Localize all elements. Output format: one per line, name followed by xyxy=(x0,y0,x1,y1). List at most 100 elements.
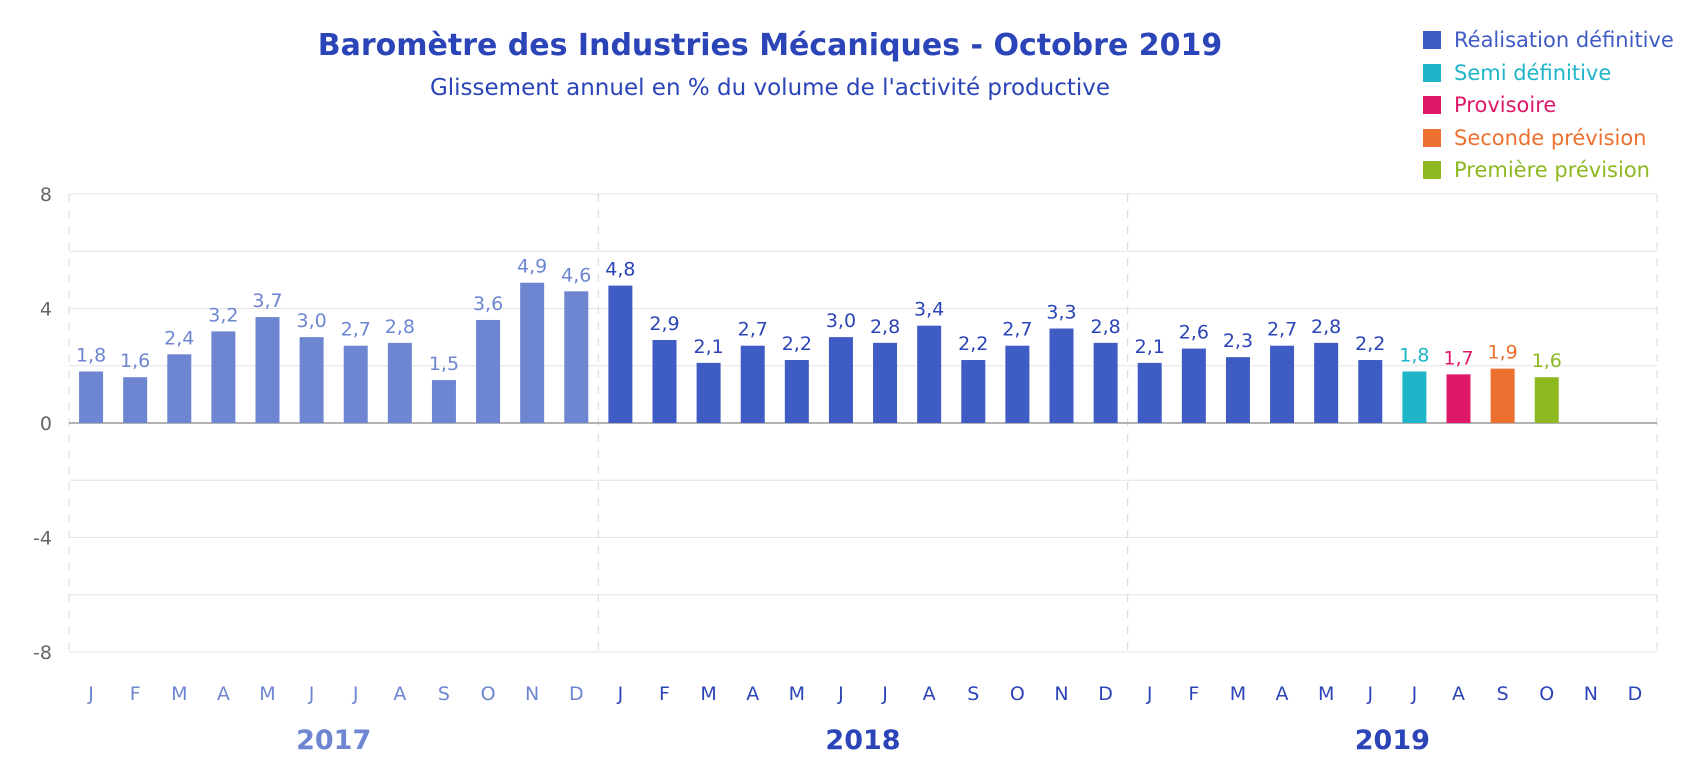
legend-label: Réalisation définitive xyxy=(1454,28,1674,53)
x-tick-label: A xyxy=(923,683,936,705)
bar-value-label: 3,4 xyxy=(914,299,944,321)
bar xyxy=(608,285,633,423)
x-tick-label: M xyxy=(789,683,805,705)
x-tick-label: S xyxy=(1497,683,1509,705)
x-tick-label: A xyxy=(393,683,406,705)
bar-value-label: 2,7 xyxy=(341,319,371,341)
legend-item-semi-definitive: Semi définitive xyxy=(1423,57,1674,90)
bar xyxy=(1225,357,1250,423)
bar-value-label: 2,8 xyxy=(1091,316,1121,338)
x-tick-label: S xyxy=(967,683,979,705)
x-tick-label: J xyxy=(1411,683,1418,705)
bar-value-label: 1,9 xyxy=(1488,342,1518,364)
bar-value-label: 3,0 xyxy=(297,310,327,332)
bar xyxy=(387,342,412,423)
bar-value-label: 3,2 xyxy=(208,304,238,326)
x-tick-label: O xyxy=(1539,683,1554,705)
bar-value-label: 2,7 xyxy=(1002,319,1032,341)
x-tick-label: M xyxy=(1230,683,1246,705)
legend-swatch xyxy=(1423,128,1441,147)
bar xyxy=(1137,362,1162,423)
bar xyxy=(431,380,456,423)
x-tick-label: A xyxy=(1276,683,1289,705)
legend-swatch xyxy=(1423,161,1441,180)
year-label: 2018 xyxy=(825,725,900,756)
bar xyxy=(123,377,148,423)
x-tick-label: N xyxy=(1054,683,1068,705)
legend-swatch xyxy=(1423,96,1441,115)
x-tick-label: N xyxy=(525,683,539,705)
bar xyxy=(1093,342,1118,423)
x-tick-label: J xyxy=(1366,683,1373,705)
x-tick-label: D xyxy=(1628,683,1643,705)
x-tick-label: S xyxy=(438,683,450,705)
bar-value-label: 2,8 xyxy=(870,316,900,338)
x-tick-label: D xyxy=(569,683,584,705)
year-label: 2017 xyxy=(296,725,371,756)
bar xyxy=(696,362,721,423)
bar xyxy=(79,371,104,423)
bar xyxy=(255,317,280,423)
chart-legend: Réalisation définitive Semi définitive P… xyxy=(1423,24,1674,187)
bar xyxy=(1181,348,1206,423)
bar xyxy=(784,360,809,423)
bar-value-label: 1,6 xyxy=(120,350,150,372)
bar xyxy=(167,354,192,423)
x-tick-label: M xyxy=(259,683,275,705)
legend-item-premiere-prevision: Première prévision xyxy=(1423,154,1674,187)
x-tick-label: A xyxy=(217,683,230,705)
y-tick-label: 4 xyxy=(40,299,52,321)
bar-value-label: 1,8 xyxy=(1399,344,1429,366)
bar-value-label: 2,7 xyxy=(738,319,768,341)
bar xyxy=(520,282,545,423)
x-tick-label: J xyxy=(881,683,888,705)
bar-value-label: 3,7 xyxy=(252,290,282,312)
bar xyxy=(1534,377,1559,423)
bar xyxy=(211,331,236,423)
legend-swatch xyxy=(1423,31,1441,50)
bar-value-label: 2,2 xyxy=(1355,333,1385,355)
bar xyxy=(1005,345,1030,423)
chart-title: Baromètre des Industries Mécaniques - Oc… xyxy=(317,28,1223,63)
bar xyxy=(961,360,986,423)
x-tick-label: J xyxy=(352,683,359,705)
bar xyxy=(1490,368,1515,423)
bar-value-label: 2,1 xyxy=(694,336,724,358)
y-tick-label: 0 xyxy=(40,413,52,435)
bar-value-label: 1,6 xyxy=(1532,350,1562,372)
bar xyxy=(917,325,942,423)
x-tick-label: F xyxy=(1188,683,1199,705)
bar-value-label: 1,7 xyxy=(1443,347,1473,369)
x-tick-label: O xyxy=(1010,683,1025,705)
year-label: 2019 xyxy=(1355,725,1430,756)
bar xyxy=(1314,342,1339,423)
bar-value-label: 2,6 xyxy=(1179,322,1209,344)
bar-value-label: 3,3 xyxy=(1046,302,1076,324)
bar-value-label: 2,1 xyxy=(1135,336,1165,358)
y-tick-label: -8 xyxy=(33,642,52,664)
chart-subtitle: Glissement annuel en % du volume de l'ac… xyxy=(429,75,1111,101)
bar xyxy=(873,342,898,423)
bar xyxy=(564,291,589,423)
x-tick-label: D xyxy=(1098,683,1113,705)
x-tick-label: F xyxy=(659,683,670,705)
bar xyxy=(299,337,324,423)
x-tick-label: A xyxy=(1452,683,1465,705)
bar-value-label: 2,4 xyxy=(164,327,194,349)
bar xyxy=(1358,360,1383,423)
x-tick-label: M xyxy=(1318,683,1334,705)
bar-value-label: 2,8 xyxy=(385,316,415,338)
x-tick-label: J xyxy=(87,683,94,705)
legend-label: Seconde prévision xyxy=(1454,125,1647,150)
x-tick-label: A xyxy=(746,683,759,705)
bar xyxy=(343,345,368,423)
x-tick-label: J xyxy=(1146,683,1153,705)
bar xyxy=(1446,374,1471,423)
y-tick-label: 8 xyxy=(40,184,52,206)
x-tick-label: F xyxy=(130,683,141,705)
x-tick-label: J xyxy=(837,683,844,705)
bar xyxy=(740,345,765,423)
bar xyxy=(1270,345,1295,423)
bar xyxy=(828,337,853,423)
